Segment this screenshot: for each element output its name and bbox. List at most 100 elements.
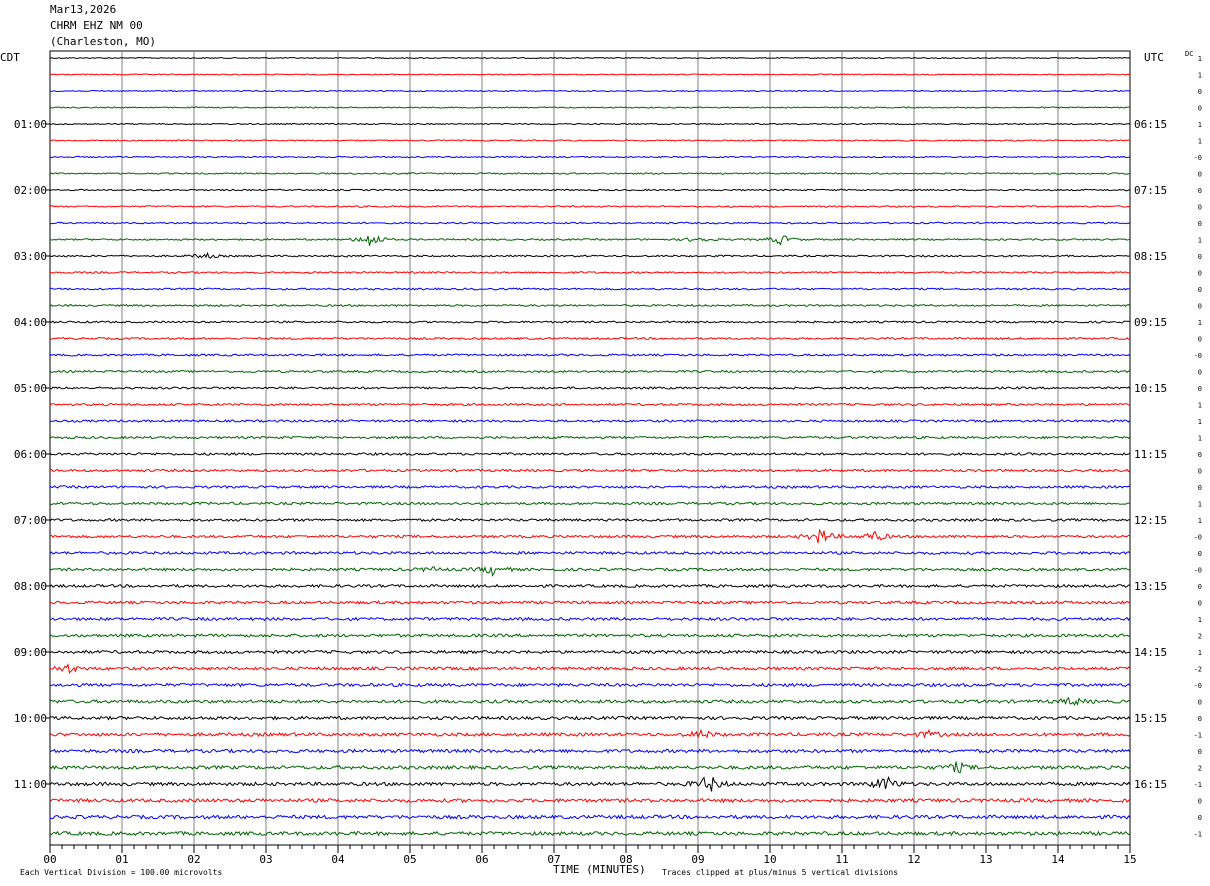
left-hour-label: 05:00	[14, 382, 47, 395]
dc-offset-label: 0	[1198, 583, 1202, 591]
trace-line	[49, 616, 1131, 622]
left-hour-label: 04:00	[14, 316, 47, 329]
dc-offset-label: 1	[1198, 138, 1202, 146]
trace-line	[49, 303, 1131, 308]
x-axis-title: TIME (MINUTES)	[553, 863, 646, 876]
trace-line	[49, 517, 1131, 523]
trace-line	[49, 715, 1131, 721]
trace-line	[49, 353, 1131, 357]
trace-line	[49, 452, 1131, 456]
traces	[49, 56, 1131, 837]
x-tick-label: 13	[979, 853, 992, 866]
dc-offset-label: 1	[1198, 517, 1202, 525]
left-timezone-label: CDT	[0, 51, 20, 64]
right-hour-label: 14:15	[1134, 646, 1167, 659]
dc-offset-label: 1	[1198, 319, 1202, 327]
axis-labels: CDT UTC DC Each Vertical Division = 100.…	[0, 50, 1202, 877]
trace-line	[49, 649, 1131, 655]
dc-offset-label: 0	[1198, 600, 1202, 608]
x-tick-label: 04	[331, 853, 345, 866]
left-hour-label: 08:00	[14, 580, 47, 593]
trace-line	[49, 270, 1131, 275]
trace-line	[49, 251, 1131, 259]
dc-offset-label: 1	[1198, 237, 1202, 245]
left-hour-label: 10:00	[14, 712, 47, 725]
dc-offset-label: 0	[1198, 204, 1202, 212]
left-hour-label: 01:00	[14, 118, 47, 131]
right-hour-label: 11:15	[1134, 448, 1167, 461]
dc-offset-label: -1	[1194, 732, 1202, 740]
dc-offset-label: 0	[1198, 187, 1202, 195]
x-tick-label: 08	[619, 853, 632, 866]
trace-line	[49, 830, 1131, 837]
dc-offset-label: -1	[1194, 781, 1202, 789]
x-tick-label: 10	[763, 853, 776, 866]
right-timezone-label: UTC	[1144, 51, 1164, 64]
trace-line	[49, 106, 1131, 109]
dc-offset-label: 2	[1198, 633, 1202, 641]
trace-line	[49, 797, 1131, 804]
grid	[46, 50, 1131, 853]
right-hour-label: 13:15	[1134, 580, 1167, 593]
plot-frame	[49, 50, 1131, 846]
dc-offset-label: 0	[1198, 286, 1202, 294]
trace-line	[49, 235, 1131, 246]
dc-offset-label: 1	[1198, 435, 1202, 443]
dc-offset-label: 1	[1198, 121, 1202, 129]
dc-offset-label: 1	[1198, 616, 1202, 624]
trace-line	[49, 369, 1131, 374]
left-hour-label: 09:00	[14, 646, 47, 659]
trace-line	[49, 320, 1131, 324]
trace-line	[49, 419, 1131, 423]
right-hour-label: 08:15	[1134, 250, 1167, 263]
right-hour-label: 10:15	[1134, 382, 1167, 395]
right-hour-label: 15:15	[1134, 712, 1167, 725]
dc-offset-label: 0	[1198, 798, 1202, 806]
dc-offset-label: 0	[1198, 814, 1202, 822]
dc-offset-label: 0	[1198, 88, 1202, 96]
trace-line	[49, 550, 1131, 556]
dc-offset-label: 0	[1198, 270, 1202, 278]
dc-offset-label: 0	[1198, 105, 1202, 113]
trace-line	[49, 172, 1131, 175]
dc-offset-label: 1	[1198, 55, 1202, 63]
dc-offset-label: 2	[1198, 765, 1202, 773]
dc-offset-label: 1	[1198, 649, 1202, 657]
dc-label: DC	[1185, 50, 1193, 58]
x-tick-label: 01	[115, 853, 128, 866]
right-hour-label: 07:15	[1134, 184, 1167, 197]
trace-line	[49, 748, 1131, 754]
dc-offset-label: 0	[1198, 253, 1202, 261]
dc-offset-label: 0	[1198, 468, 1202, 476]
right-hour-label: 09:15	[1134, 316, 1167, 329]
trace-line	[49, 221, 1131, 225]
dc-offset-label: -0	[1194, 682, 1202, 690]
dc-offset-label: 0	[1198, 699, 1202, 707]
dc-offset-label: 0	[1198, 451, 1202, 459]
trace-line	[49, 501, 1131, 506]
dc-offset-label: -0	[1194, 352, 1202, 360]
trace-line	[49, 583, 1130, 589]
x-tick-label: 09	[691, 853, 704, 866]
trace-line	[49, 566, 1131, 577]
trace-line	[49, 682, 1131, 688]
x-tick-label: 00	[43, 853, 56, 866]
trace-line	[49, 386, 1131, 390]
dc-offset-label: 0	[1198, 171, 1202, 179]
dc-offset-label: 1	[1198, 418, 1202, 426]
x-tick-label: 11	[835, 853, 848, 866]
trace-line	[49, 336, 1131, 341]
dc-offset-label: 1	[1198, 501, 1202, 509]
dc-offset-label: 0	[1198, 550, 1202, 558]
dc-offset-label: -0	[1194, 567, 1202, 575]
x-tick-label: 14	[1051, 853, 1065, 866]
trace-line	[49, 761, 1131, 774]
trace-line	[49, 468, 1131, 473]
trace-line	[49, 728, 1131, 739]
trace-line	[49, 696, 1131, 707]
x-tick-label: 05	[403, 853, 416, 866]
left-hour-label: 02:00	[14, 184, 47, 197]
x-tick-label: 06	[475, 853, 488, 866]
x-tick-label: 12	[907, 853, 920, 866]
x-tick-label: 02	[187, 853, 200, 866]
